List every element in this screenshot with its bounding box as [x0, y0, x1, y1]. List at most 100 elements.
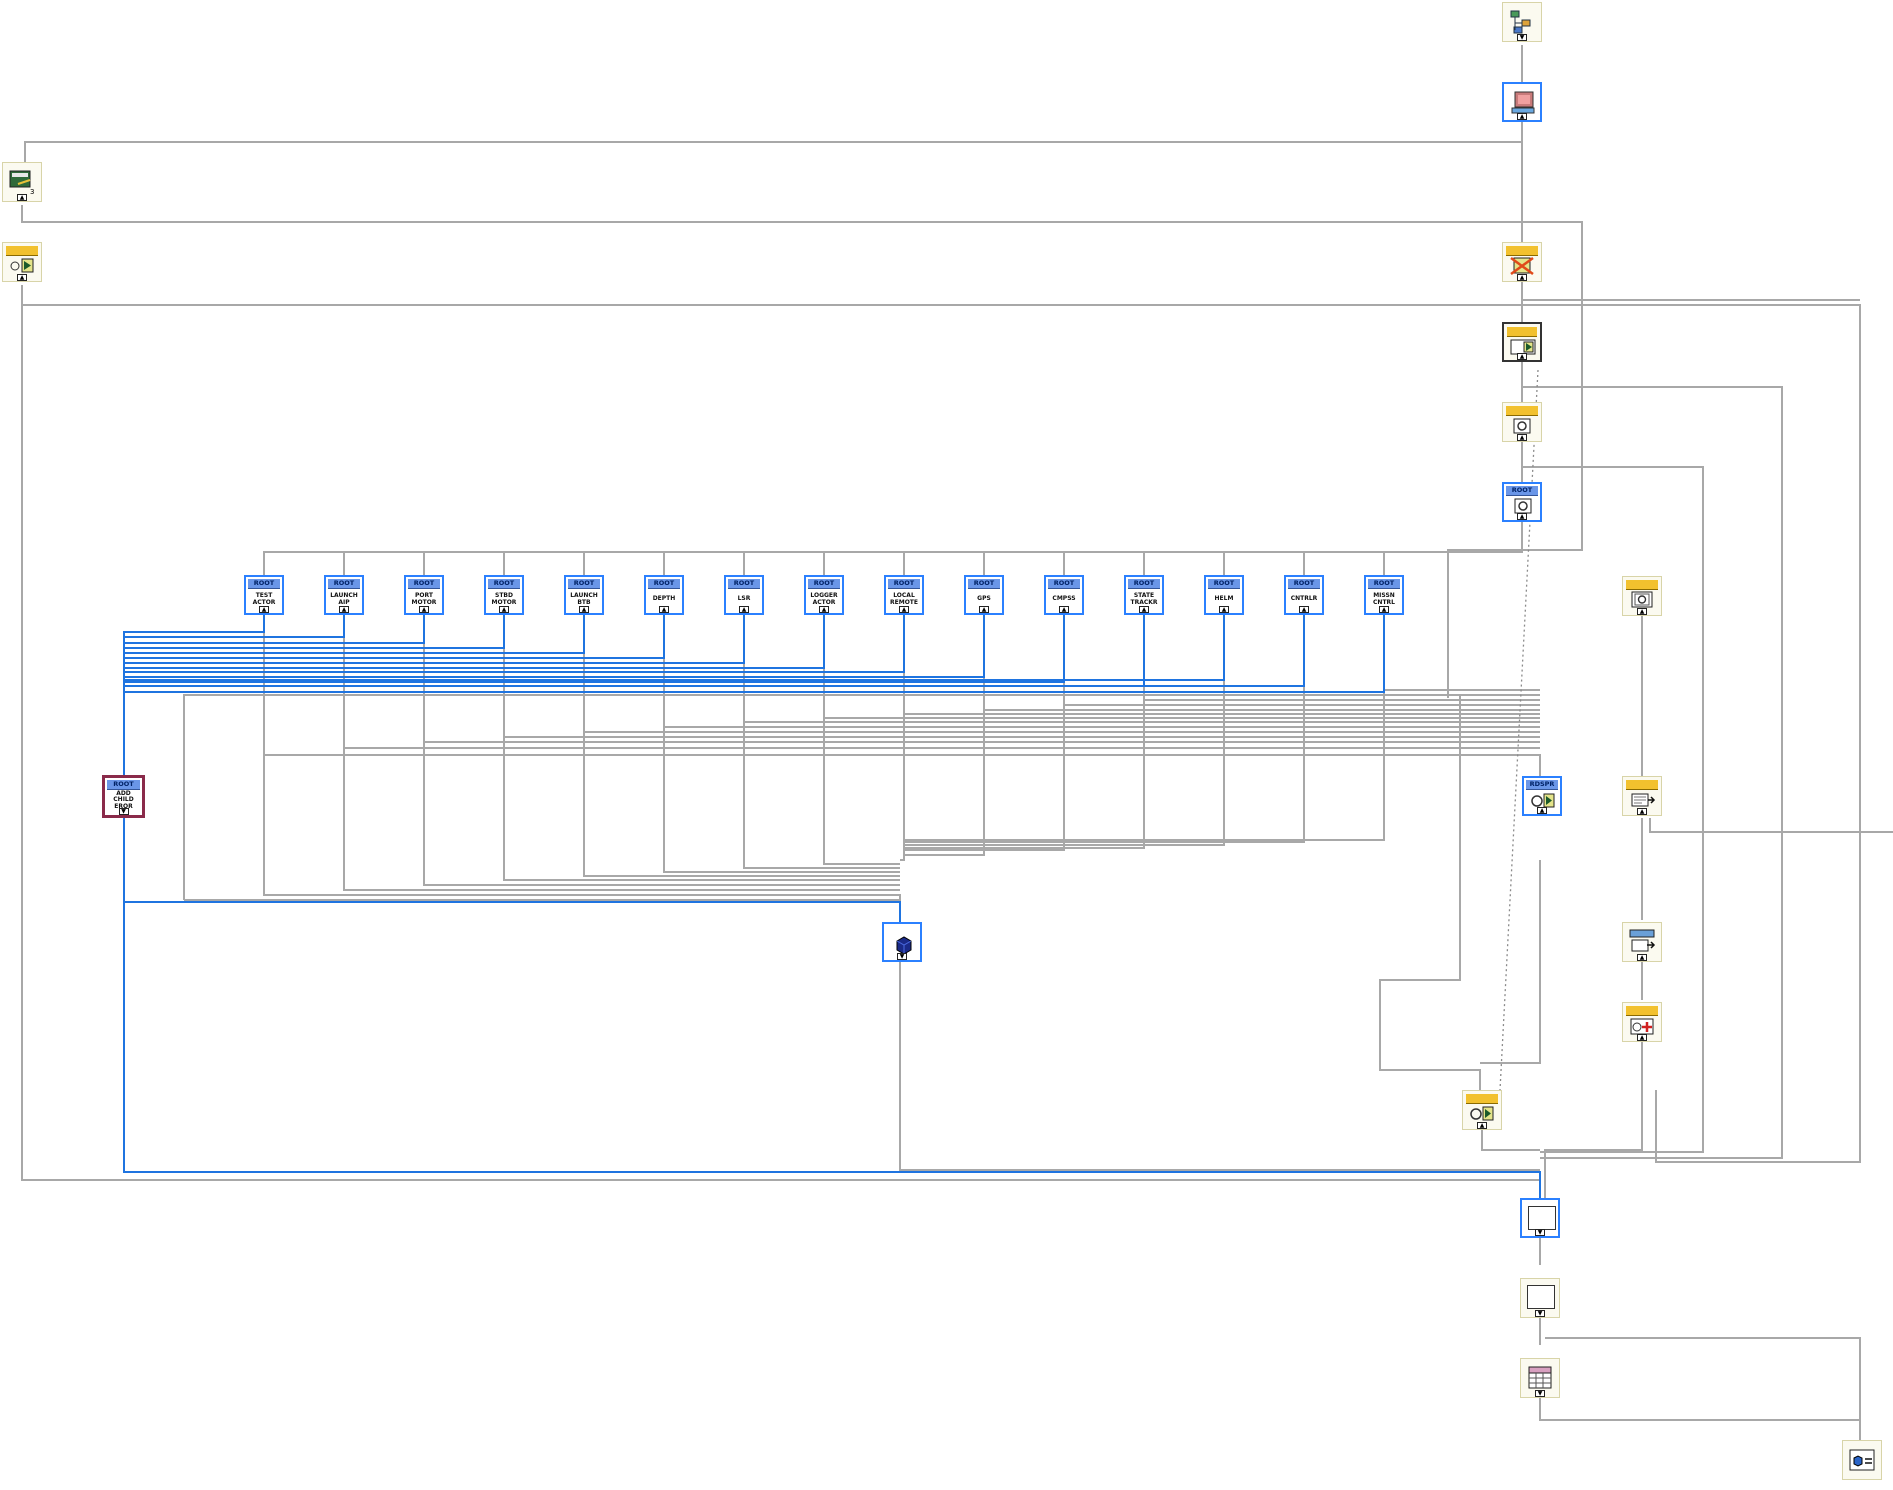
dispatcher-header: RDSPR — [1526, 780, 1558, 790]
merge-error-node[interactable]: ▼ — [1520, 1198, 1560, 1238]
up-terminal[interactable]: ▲ — [659, 606, 669, 613]
up-terminal[interactable]: ▲ — [1139, 606, 1149, 613]
root-actor-node[interactable]: ROOT CMPSS ▲ — [1044, 575, 1084, 615]
root-header: ROOT — [1506, 486, 1538, 496]
message-send-icon — [1631, 793, 1656, 807]
up-terminal[interactable]: ▲ — [819, 606, 829, 613]
gear-play-icon — [10, 258, 34, 273]
actor-label: STBD MOTOR — [491, 592, 517, 606]
root-actor-node[interactable]: ROOT STATE TRACKR ▲ — [1124, 575, 1164, 615]
read-config-node[interactable]: ▲ — [1502, 402, 1542, 442]
add-item-node[interactable]: ▲ — [1622, 1002, 1662, 1042]
actor-label: PORT MOTOR — [411, 592, 437, 606]
down-terminal[interactable]: ▼ — [1535, 1229, 1545, 1236]
root-actor-node[interactable]: ROOT LAUNCH BTB ▲ — [564, 575, 604, 615]
root-actor-node[interactable]: ROOT LOGGER ACTOR ▲ — [804, 575, 844, 615]
up-terminal[interactable]: ▲ — [1379, 606, 1389, 613]
up-terminal[interactable]: ▲ — [739, 606, 749, 613]
display-panel-node[interactable]: 3 ▲ — [2, 162, 42, 202]
actor-class-node[interactable]: ▼ — [882, 922, 922, 962]
root-header: ROOT — [328, 579, 360, 589]
root-actor-node[interactable]: ROOT HELM ▲ — [1204, 575, 1244, 615]
root-actor-node[interactable]: ROOT LOCAL REMOTE ▲ — [884, 575, 924, 615]
up-terminal[interactable]: ▲ — [1059, 606, 1069, 613]
up-terminal[interactable]: ▲ — [339, 606, 349, 613]
dispatcher-node[interactable]: RDSPR ▲ — [1522, 776, 1562, 816]
up-terminal[interactable]: ▲ — [1637, 608, 1647, 615]
root-actor-node[interactable]: ROOT GPS ▲ — [964, 575, 1004, 615]
root-header: ROOT — [1368, 579, 1400, 589]
down-terminal[interactable]: ▼ — [897, 953, 907, 960]
root-actor-node[interactable]: ROOT CNTRLR ▲ — [1284, 575, 1324, 615]
actor-label: LOCAL REMOTE — [890, 592, 918, 606]
root-actor-node[interactable]: ROOT PORT MOTOR ▲ — [404, 575, 444, 615]
root-header: ROOT — [488, 579, 520, 589]
hierarchy-node[interactable]: ▼ — [1502, 2, 1542, 42]
actor-label: HELM — [1214, 595, 1234, 603]
root-actor-node[interactable]: ROOT LSR ▲ — [724, 575, 764, 615]
down-terminal[interactable]: ▼ — [1535, 1390, 1545, 1397]
host-computer-node[interactable]: ▲ — [1502, 82, 1542, 122]
gray-wires — [21, 45, 1893, 1440]
root-header: ROOT — [248, 579, 280, 589]
up-terminal[interactable]: ▲ — [1299, 606, 1309, 613]
up-terminal[interactable]: ▲ — [1517, 513, 1527, 520]
computer-icon — [1511, 91, 1535, 114]
up-terminal[interactable]: ▲ — [1637, 1034, 1647, 1041]
launch-panel-node[interactable]: ▲ — [1502, 322, 1542, 362]
unbundle-node[interactable] — [1842, 1440, 1882, 1480]
svg-text:3: 3 — [30, 188, 34, 196]
launch-config-node[interactable]: ▲ — [2, 242, 42, 282]
root-actor-node[interactable]: ROOT LAUNCH AIP ▲ — [324, 575, 364, 615]
config-header — [1506, 406, 1538, 416]
up-terminal[interactable]: ▲ — [579, 606, 589, 613]
up-terminal[interactable]: ▲ — [1517, 113, 1527, 120]
up-terminal[interactable]: ▲ — [1477, 1122, 1487, 1129]
actor-label: GPS — [977, 595, 991, 603]
root-header: ROOT — [728, 579, 760, 589]
actor-label: CNTRLR — [1290, 595, 1318, 603]
play-icon — [1510, 339, 1536, 355]
calendar-node[interactable]: ▼ — [1520, 1358, 1560, 1398]
stop-actor-node[interactable]: ▲ — [1502, 242, 1542, 282]
up-terminal[interactable]: ▲ — [17, 194, 27, 201]
root-header: ROOT — [1288, 579, 1320, 589]
up-terminal[interactable]: ▲ — [499, 606, 509, 613]
up-terminal[interactable]: ▲ — [259, 606, 269, 613]
up-terminal[interactable]: ▲ — [899, 606, 909, 613]
gear-icon — [1631, 591, 1653, 608]
actor-label: LAUNCH BTB — [570, 592, 598, 606]
root-actor-node[interactable]: ROOT TEST ACTOR ▲ — [244, 575, 284, 615]
send-message-node[interactable]: ▲ — [1622, 776, 1662, 816]
up-terminal[interactable]: ▲ — [1637, 808, 1647, 815]
root-header: ROOT — [408, 579, 440, 589]
up-terminal[interactable]: ▲ — [979, 606, 989, 613]
up-terminal[interactable]: ▲ — [1219, 606, 1229, 613]
down-terminal[interactable]: ▼ — [1517, 34, 1527, 41]
actor-label: DEPTH — [652, 595, 676, 603]
config-header — [1506, 246, 1538, 256]
panel-display-icon: 3 — [9, 170, 34, 196]
blank-panel — [1527, 1285, 1555, 1309]
launch-dispatch-node[interactable]: ▲ — [1462, 1090, 1502, 1130]
up-terminal[interactable]: ▲ — [1517, 353, 1527, 360]
up-terminal[interactable]: ▲ — [17, 274, 27, 281]
enqueue-node[interactable]: ▲ — [1622, 922, 1662, 962]
up-terminal[interactable]: ▲ — [1517, 434, 1527, 441]
root-actor-node[interactable]: ROOT STBD MOTOR ▲ — [484, 575, 524, 615]
up-terminal[interactable]: ▲ — [1537, 807, 1547, 814]
root-config-node[interactable]: ROOT ▲ — [1502, 482, 1542, 522]
root-header: ROOT — [968, 579, 1000, 589]
up-terminal[interactable]: ▲ — [1637, 954, 1647, 961]
up-terminal[interactable]: ▲ — [419, 606, 429, 613]
down-terminal[interactable]: ▼ — [1535, 1310, 1545, 1317]
config-header — [1626, 1006, 1658, 1016]
add-child-error-node[interactable]: ROOT ADD CHILD EROR ▼ — [102, 775, 145, 818]
root-actor-node[interactable]: ROOT MISSN CNTRL ▲ — [1364, 575, 1404, 615]
release-node[interactable]: ▼ — [1520, 1278, 1560, 1318]
config-node-right[interactable]: ▲ — [1622, 576, 1662, 616]
down-terminal[interactable]: ▼ — [118, 808, 129, 815]
root-actor-node[interactable]: ROOT DEPTH ▲ — [644, 575, 684, 615]
root-header: ROOT — [1048, 579, 1080, 589]
up-terminal[interactable]: ▲ — [1517, 274, 1527, 281]
